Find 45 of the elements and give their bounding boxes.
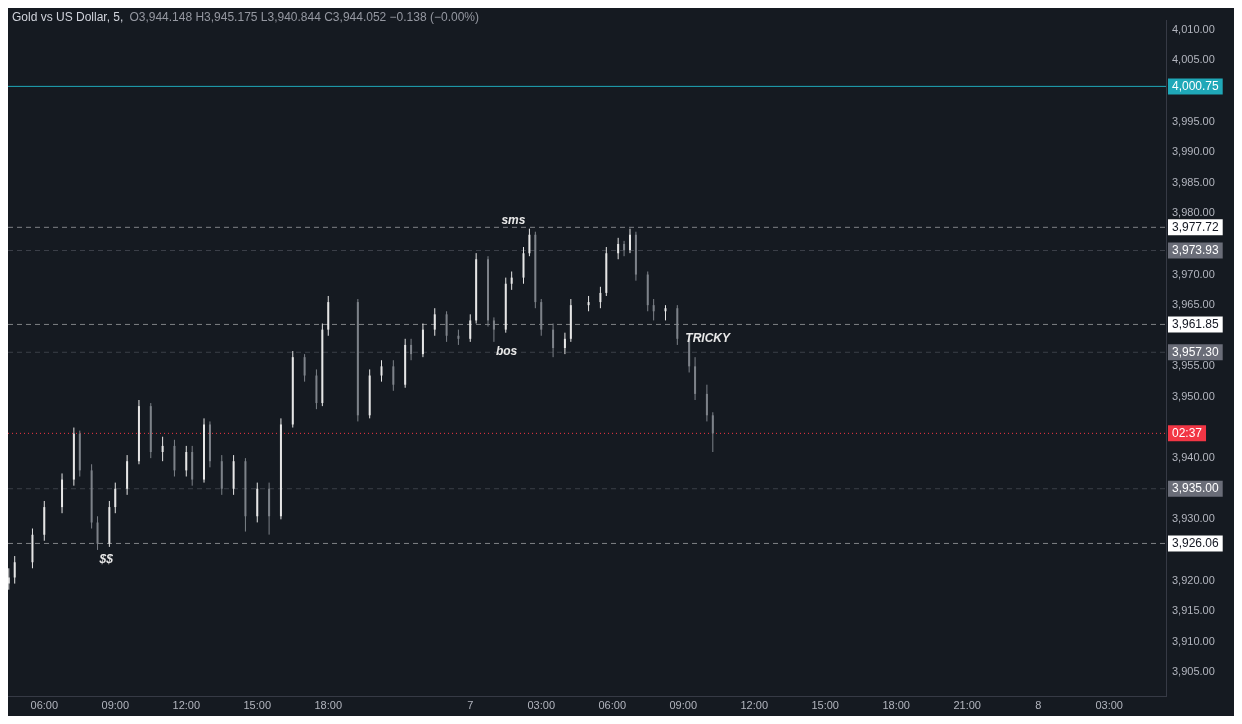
x-tick-label: 18:00 (314, 699, 343, 712)
x-tick-label: 06:00 (598, 699, 627, 712)
y-tick-label: 3,915.00 (1172, 604, 1215, 617)
y-tick-label: 3,965.00 (1172, 298, 1215, 311)
y-tick-label: 3,970.00 (1172, 267, 1215, 280)
chart-title: Gold vs US Dollar, 5, (12, 10, 124, 24)
y-tick-label: 3,995.00 (1172, 114, 1215, 127)
annotation: sms (501, 212, 526, 227)
annotation: TRICKY (685, 331, 731, 346)
x-tick-label: 09:00 (101, 699, 130, 712)
ref-line-label: 3,935.00 (1172, 481, 1220, 496)
x-tick-label: 21:00 (953, 699, 981, 712)
y-tick-label: 3,990.00 (1172, 145, 1215, 158)
y-tick-label: 3,930.00 (1172, 512, 1215, 525)
ref-line-label: 4,000.75 (1172, 78, 1220, 93)
x-tick-label: 03:00 (1095, 699, 1123, 712)
y-tick-label: 3,950.00 (1172, 389, 1215, 402)
annotation: $$ (98, 552, 114, 567)
x-tick-label: 12:00 (172, 699, 201, 712)
y-tick-label: 4,005.00 (1172, 53, 1215, 66)
y-tick-label: 3,955.00 (1172, 359, 1215, 372)
y-tick-label: 4,010.00 (1172, 22, 1215, 35)
x-tick-label: 06:00 (30, 699, 59, 712)
y-tick-label: 3,910.00 (1172, 634, 1215, 647)
annotation: bos (495, 344, 518, 359)
chart-subtitle: O3,944.148 H3,945.175 L3,940.844 C3,944.052 −0.138 (−0.00%) (129, 10, 479, 24)
y-tick-label: 3,940.00 (1172, 451, 1215, 464)
ref-line-label: 3,973.93 (1172, 242, 1220, 257)
x-tick-label: 15:00 (243, 699, 272, 712)
ref-line-label: 3,961.85 (1172, 316, 1220, 331)
ref-line-label: 3,977.72 (1172, 219, 1220, 234)
text: 02:37 (1172, 425, 1203, 440)
ref-line-label: 3,926.06 (1172, 535, 1220, 550)
y-tick-label: 3,980.00 (1172, 206, 1215, 219)
x-tick-label: 8 (1035, 699, 1042, 712)
y-tick-label: 3,905.00 (1172, 665, 1215, 678)
x-tick-label: 7 (467, 699, 474, 712)
x-tick-label: 12:00 (740, 699, 768, 712)
x-tick-label: 15:00 (811, 699, 839, 712)
x-tick-label: 09:00 (669, 699, 697, 712)
x-tick-label: 18:00 (882, 699, 910, 712)
y-tick-label: 3,985.00 (1172, 175, 1215, 188)
y-tick-label: 3,920.00 (1172, 573, 1215, 586)
ref-line-label: 3,957.30 (1172, 344, 1220, 359)
x-tick-label: 03:00 (527, 699, 556, 712)
